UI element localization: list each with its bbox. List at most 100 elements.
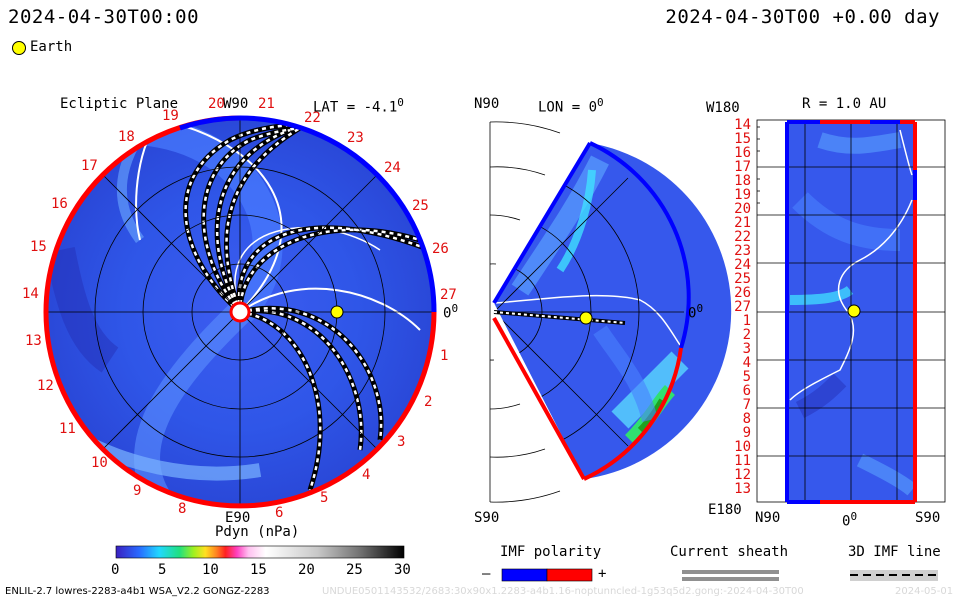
radial-x-right-label: S90 [915,510,941,526]
ecliptic-number-20: 20 [208,96,225,112]
radial-row-22: 22 [734,229,751,245]
ecliptic-number-12: 12 [37,378,54,394]
radial-row-13: 13 [734,481,751,497]
ecliptic-number-6: 6 [275,505,284,521]
colorbar-title: Pdyn (nPa) [215,524,300,540]
ecliptic-number-22: 22 [304,110,321,126]
ecliptic-number-27: 27 [440,287,457,303]
ecliptic-number-19: 19 [162,108,179,124]
earth-marker-radial [847,304,861,318]
footer-date: 2024-05-01 [895,586,954,597]
colorbar-tick-15: 15 [250,562,267,578]
ecliptic-number-23: 23 [347,130,364,146]
radial-row-11: 11 [734,453,751,469]
colorbar-tick-25: 25 [346,562,363,578]
ecliptic-right-label: 00 [443,302,459,322]
ecliptic-number-9: 9 [133,483,142,499]
radial-row-19: 19 [734,187,751,203]
radial-row-6: 6 [742,383,751,399]
radial-row-17: 17 [734,159,751,175]
earth-marker-ecliptic [330,305,344,319]
ecliptic-number-18: 18 [118,129,135,145]
radial-x-left-label: N90 [755,510,781,526]
ecliptic-number-26: 26 [432,241,449,257]
radial-row-14: 14 [734,117,751,133]
imf-line-swatch [850,570,938,581]
polarity-negative-swatch [501,568,548,582]
ecliptic-number-24: 24 [384,160,401,176]
ecliptic-number-8: 8 [178,501,187,517]
radial-row-7: 7 [742,397,751,413]
ecliptic-number-5: 5 [320,490,329,506]
meridional-plot [489,121,732,503]
ecliptic-number-14: 14 [22,286,39,302]
radial-row-26: 26 [734,285,751,301]
radial-row-21: 21 [734,215,751,231]
ecliptic-number-21: 21 [258,96,275,112]
pdyn-colorbar [115,545,405,559]
ecliptic-number-11: 11 [59,421,76,437]
ecliptic-number-1: 1 [440,348,449,364]
ecliptic-number-3: 3 [397,434,406,450]
ecliptic-number-4: 4 [362,467,371,483]
sun-icon [229,301,251,323]
colorbar-tick-30: 30 [394,562,411,578]
radial-r-label: R = 1.0 AU [802,96,887,112]
ecliptic-number-25: 25 [412,198,429,214]
ecliptic-number-15: 15 [30,239,47,255]
radial-row-18: 18 [734,173,751,189]
earth-legend-marker-icon [12,41,26,55]
colorbar-tick-20: 20 [298,562,315,578]
meridional-top-label: N90 [474,96,500,112]
radial-row-23: 23 [734,243,751,259]
ecliptic-number-10: 10 [91,455,108,471]
radial-row-4: 4 [742,355,751,371]
radial-row-8: 8 [742,411,751,427]
timestamp-left: 2024-04-30T00:00 [8,6,200,28]
radial-row-9: 9 [742,425,751,441]
polarity-positive-swatch [546,568,593,582]
imf-line-title: 3D IMF line [848,544,941,560]
radial-row-10: 10 [734,439,751,455]
ecliptic-bottom-label: E90 [225,510,251,526]
radial-row-16: 16 [734,145,751,161]
meridional-bottom-label: S90 [474,510,500,526]
radial-plot [756,119,946,504]
radial-row-20: 20 [734,201,751,217]
radial-row-3: 3 [742,341,751,357]
colorbar-tick-0: 0 [111,562,120,578]
imf-polarity-plus: + [598,566,607,582]
ecliptic-number-2: 2 [424,394,433,410]
colorbar-tick-5: 5 [158,562,167,578]
radial-row-12: 12 [734,467,751,483]
ecliptic-number-16: 16 [51,196,68,212]
timestamp-right: 2024-04-30T00 +0.00 day [665,6,940,28]
footer-run-id: UNDUE0501143532/2683:30x90x1.2283-a4b1.1… [322,586,804,597]
radial-row-2: 2 [742,327,751,343]
ecliptic-plot [43,115,437,509]
imf-polarity-title: IMF polarity [500,544,602,560]
ecliptic-title: Ecliptic Plane [60,96,179,112]
radial-x-mid-label: 00 [842,510,858,530]
radial-row-5: 5 [742,369,751,385]
ecliptic-number-17: 17 [81,158,98,174]
earth-marker-meridional [579,311,593,325]
ecliptic-lat-label: LAT = -4.10 [313,96,404,116]
radial-row-24: 24 [734,257,751,273]
radial-bottom-left-label: E180 [708,502,742,518]
meridional-right-label: 00 [688,302,704,322]
current-sheath-swatch [682,570,779,581]
footer-model: ENLIL-2.7 lowres-2283-a4b1 WSA_V2.2 GONG… [5,586,270,597]
ecliptic-top-label: W90 [223,96,249,112]
imf-polarity-minus: – [482,566,491,582]
meridional-lon-label: LON = 00 [538,96,604,116]
ecliptic-number-13: 13 [25,333,42,349]
radial-row-15: 15 [734,131,751,147]
current-sheath-title: Current sheath [670,544,789,560]
radial-top-left-label: W180 [706,100,740,116]
radial-row-27: 27 [734,299,751,315]
radial-row-25: 25 [734,271,751,287]
radial-row-1: 1 [742,313,751,329]
colorbar-tick-10: 10 [202,562,219,578]
